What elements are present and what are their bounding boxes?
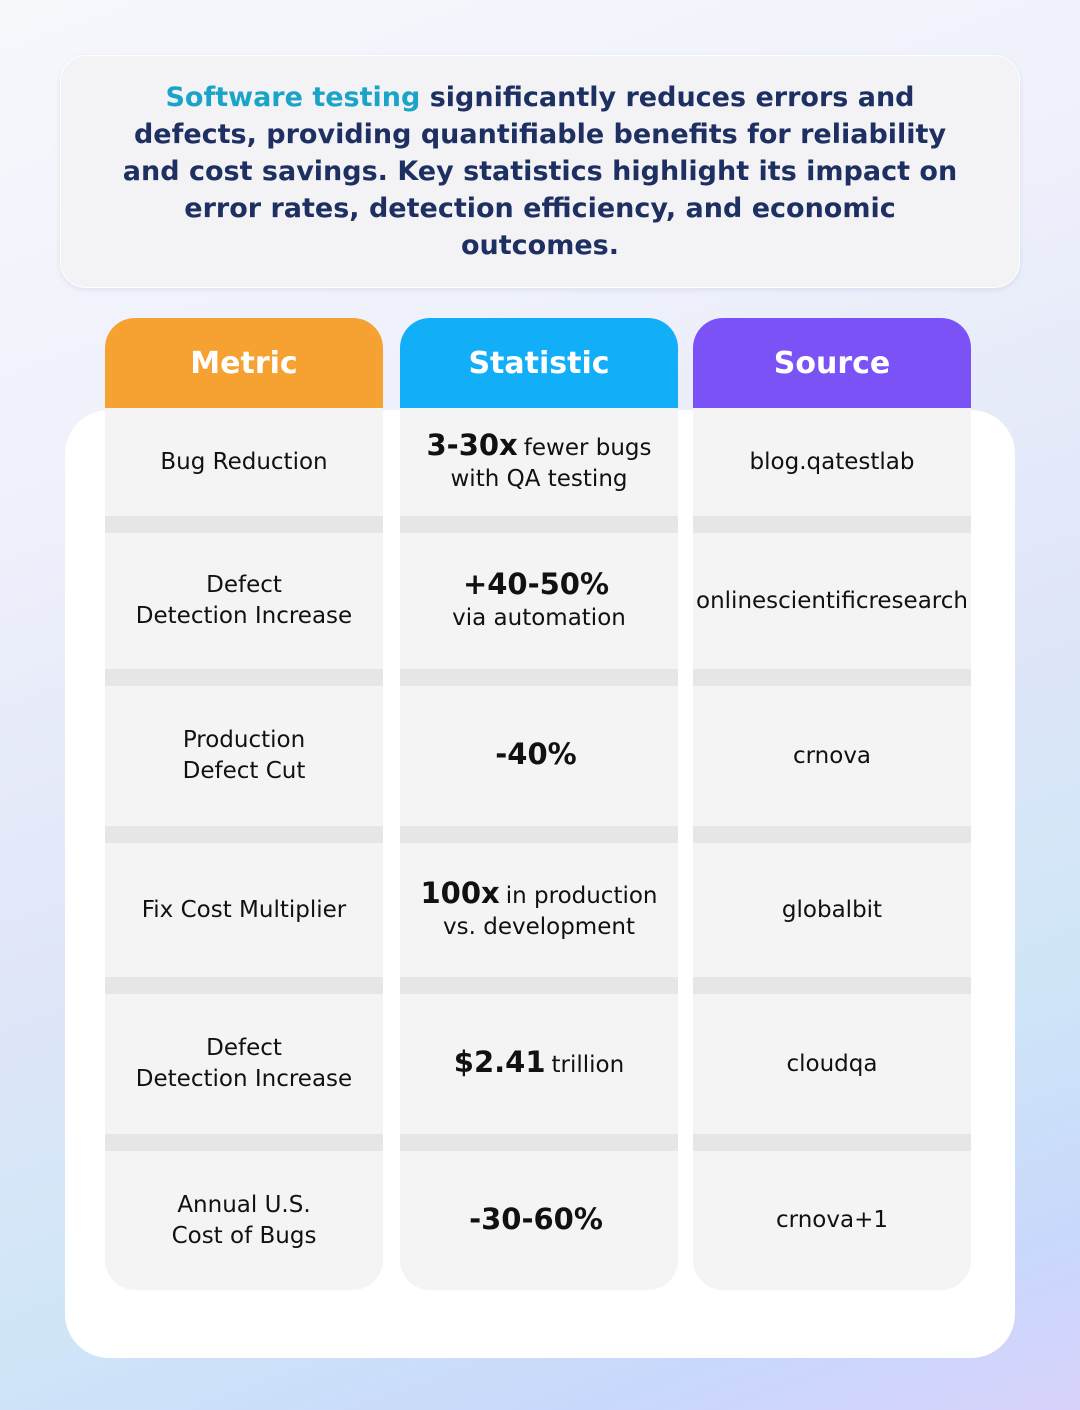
table-cell: crnova+1	[693, 1151, 971, 1290]
statistic-line: 3-30x fewer bugs	[426, 427, 652, 464]
table-cell: +40-50% via automation	[400, 533, 678, 686]
statistic-line: vs. development	[443, 912, 635, 943]
metric-line: Defect	[206, 1035, 282, 1061]
table-cell: cloudqa	[693, 994, 971, 1151]
metric-line: Production	[182, 727, 306, 753]
statistic-line: via automation	[452, 603, 626, 634]
intro-body: significantly reduces errors and defects…	[122, 82, 958, 261]
intro-highlight: Software testing	[165, 82, 421, 113]
table-cell: Defect Detection Increase	[105, 533, 383, 686]
table-cell: Bug Reduction	[105, 408, 383, 533]
source-text: crnova	[792, 742, 872, 769]
metric-line: Defect Cut	[182, 758, 306, 784]
table-cell: crnova	[693, 686, 971, 843]
table-cell: blog.qatestlab	[693, 408, 971, 533]
intro-card: Software testing significantly reduces e…	[60, 55, 1020, 288]
intro-text: Software testing significantly reduces e…	[121, 79, 959, 264]
metric-line: Detection Increase	[135, 1066, 353, 1092]
table-cell: Production Defect Cut	[105, 686, 383, 843]
source-text: onlinescientificresearch	[696, 587, 968, 614]
statistic-text: trillion	[551, 1052, 625, 1078]
statistic-text: via automation	[452, 604, 626, 631]
metric-line: Detection Increase	[135, 603, 353, 629]
source-text: globalbit	[781, 896, 883, 923]
table-cell: 100x in production vs. development	[400, 843, 678, 994]
table-cell: globalbit	[693, 843, 971, 994]
table-cell: 3-30x fewer bugs with QA testing	[400, 408, 678, 533]
statistic-line: +40-50%	[462, 566, 615, 603]
statistic-value: +40-50%	[462, 566, 610, 601]
metric-line: Bug Reduction	[160, 448, 328, 475]
table-cell: Defect Detection Increase	[105, 994, 383, 1151]
statistic-value: $2.41	[453, 1045, 546, 1079]
statistic-text: with QA testing	[450, 465, 628, 492]
statistic-line: -40%	[495, 739, 582, 773]
table-cell: -40%	[400, 686, 678, 843]
table-column: Source blog.qatestlab onlinescientificrese…	[693, 318, 971, 1290]
statistic-text: in production	[505, 882, 658, 909]
statistic-text: fewer bugs	[523, 434, 652, 461]
table-cell: onlinescientificresearch	[693, 533, 971, 686]
statistic-text: vs. development	[443, 913, 635, 940]
statistic-line: with QA testing	[451, 464, 628, 495]
source-text: crnova+1	[776, 1207, 888, 1233]
metric-line: Fix Cost Multiplier	[141, 896, 347, 923]
column-header: Source	[693, 318, 971, 408]
column-header: Statistic	[400, 318, 678, 408]
statistic-value: 3-30x	[426, 427, 518, 462]
table-column: Metric Bug Reduction Defect Detection Incre…	[105, 318, 383, 1290]
table-cell: -30-60%	[400, 1151, 678, 1290]
source-text: cloudqa	[786, 1050, 878, 1077]
statistic-value: -30-60%	[469, 1201, 603, 1236]
table-column: Statistic 3-30x fewer bugs with QA testing +…	[400, 318, 678, 1290]
statistic-value: -40%	[495, 737, 577, 771]
source-text: blog.qatestlab	[749, 448, 915, 475]
table-cell: $2.41 trillion	[400, 994, 678, 1151]
statistic-line: 100x in production	[420, 875, 658, 912]
statistic-line: -30-60%	[469, 1201, 609, 1238]
statistic-value: 100x	[420, 875, 500, 910]
statistic-line: $2.41 trillion	[454, 1047, 624, 1081]
column-header: Metric	[105, 318, 383, 408]
metric-line: Defect	[206, 572, 282, 598]
metric-line: Cost of Bugs	[171, 1222, 317, 1249]
metric-line: Annual U.S.	[177, 1191, 311, 1218]
table-cell: Annual U.S. Cost of Bugs	[105, 1151, 383, 1290]
table-cell: Fix Cost Multiplier	[105, 843, 383, 994]
